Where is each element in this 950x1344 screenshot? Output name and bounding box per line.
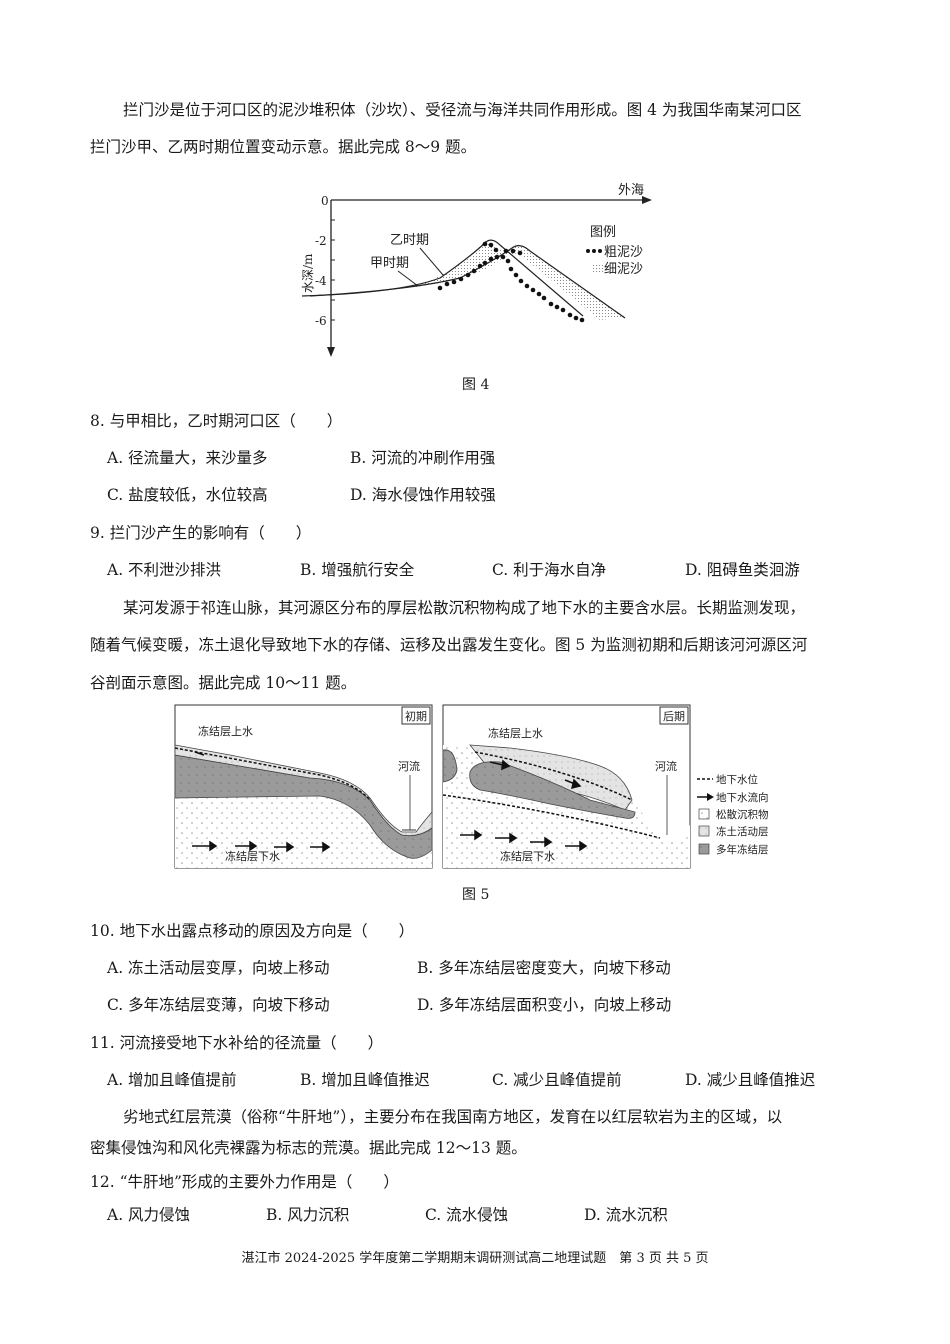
q12-option-a: A. 风力侵蚀: [107, 1206, 191, 1224]
figure4-caption: 图 4: [462, 377, 490, 393]
q9-option-a: A. 不利泄沙排洪: [107, 561, 222, 579]
legend-loose-sediment: 松散沉积物: [716, 808, 769, 821]
q10-option-d: D. 多年冻结层面积变小，向坡上移动: [417, 996, 672, 1014]
figure5-caption: 图 5: [462, 887, 490, 903]
y-axis-label: 水深/m: [301, 253, 315, 293]
q8-stem: 8. 与甲相比，乙时期河口区（ ）: [90, 412, 343, 430]
legend-active-layer: 冻土活动层: [716, 825, 769, 838]
q9-option-c: C. 利于海水自净: [492, 561, 607, 579]
page-footer: 湛江市 2024-2025 学年度第二学期期末调研测试高二地理试题 第 3 页 …: [241, 1251, 709, 1266]
q8-option-b: B. 河流的冲刷作用强: [350, 449, 496, 467]
q11-option-c: C. 减少且峰值提前: [492, 1071, 622, 1089]
q12-option-b: B. 风力沉积: [266, 1206, 350, 1224]
figure-4-chart: 外海 0 -2 -4 -6 水深/m 乙时期 甲时期 图例 粗泥沙 细泥沙: [301, 183, 652, 357]
legend-water-table: 地下水位: [716, 773, 758, 786]
legend-fine-icon: [591, 263, 603, 273]
legend-coarse-icon: [586, 249, 602, 253]
label-jia-period: 甲时期: [370, 256, 409, 271]
q12-option-c: C. 流水侵蚀: [425, 1206, 509, 1224]
curve-jia: [309, 245, 626, 319]
q8-option-d: D. 海水侵蚀作用较强: [350, 486, 496, 504]
panel-later: 后期 冻结层上水 河流 冻结层下水: [442, 704, 691, 869]
legend-fine: 细泥沙: [604, 262, 643, 277]
legend-title: 图例: [590, 225, 616, 240]
q11-option-b: B. 增加且峰值推迟: [300, 1071, 430, 1089]
q10-option-a: A. 冻土活动层变厚，向坡上移动: [107, 959, 330, 977]
q10-option-c: C. 多年冻结层变薄，向坡下移动: [107, 996, 330, 1014]
y-tick-2: -2: [315, 234, 327, 248]
passage2-line3: 谷剖面示意图。据此完成 10～11 题。: [90, 674, 357, 692]
passage2-line1: 某河发源于祁连山脉，其河源区分布的厚层松散沉积物构成了地下水的主要含水层。长期监…: [123, 599, 806, 617]
q8-option-a: A. 径流量大，来沙量多: [107, 449, 268, 467]
y-tick-6: -6: [315, 314, 327, 328]
figure-5-diagram: 初期 冻结层上水 河流 冻结层下水 后期 冻结层上水 河流 冻结层下水: [174, 704, 769, 869]
passage3-line1: 劣地式红层荒漠（俗称“牛肝地”），主要分布在我国南方地区，发育在以红层软岩为主的…: [123, 1108, 783, 1126]
later-upper-water-label: 冻结层上水: [488, 726, 543, 740]
q9-option-d: D. 阻碍鱼类洄游: [685, 561, 800, 579]
initial-lower-water-label: 冻结层下水: [225, 849, 280, 863]
q11-stem: 11. 河流接受地下水补给的径流量（ ）: [90, 1034, 384, 1052]
x-axis-arrow: [642, 196, 652, 204]
q8-option-c: C. 盐度较低，水位较高: [107, 486, 268, 504]
x-axis-label: 外海: [618, 183, 644, 198]
initial-upper-water-label: 冻结层上水: [198, 724, 253, 738]
label-yi-period: 乙时期: [390, 233, 429, 248]
passage2-line2: 随着气候变暖，冻土退化导致地下水的存储、运移及出露发生变化。图 5 为监测初期和…: [90, 636, 808, 654]
panel-initial: 初期 冻结层上水 河流 冻结层下水: [174, 704, 433, 869]
q10-option-b: B. 多年冻结层密度变大，向坡下移动: [417, 959, 671, 977]
later-tag: 后期: [663, 710, 685, 723]
q11-option-a: A. 增加且峰值提前: [107, 1071, 237, 1089]
passage3-line2: 密集侵蚀沟和风化壳裸露为标志的荒漠。据此完成 12～13 题。: [90, 1139, 527, 1157]
q11-option-d: D. 减少且峰值推迟: [685, 1071, 816, 1089]
legend-permafrost: 多年冻结层: [716, 843, 769, 856]
legend-flow-direction: 地下水流向: [716, 791, 769, 804]
q12-stem: 12. “牛肝地”形成的主要外力作用是（ ）: [90, 1173, 399, 1191]
fine-sand-area: [410, 240, 625, 320]
passage1-line2: 拦门沙甲、乙两时期位置变动示意。据此完成 8～9 题。: [90, 138, 477, 156]
y-tick-0: 0: [321, 194, 329, 208]
q9-option-b: B. 增强航行安全: [300, 561, 415, 579]
passage1-line1: 拦门沙是位于河口区的泥沙堆积体（沙坎）、受径流与海洋共同作用形成。图 4 为我国…: [123, 101, 802, 119]
initial-river-label: 河流: [398, 759, 420, 773]
initial-tag: 初期: [405, 709, 427, 723]
q9-stem: 9. 拦门沙产生的影响有（ ）: [90, 524, 312, 542]
q10-stem: 10. 地下水出露点移动的原因及方向是（ ）: [90, 922, 415, 940]
legend-coarse: 粗泥沙: [604, 245, 643, 260]
y-tick-4: -4: [315, 274, 327, 288]
coarse-sand-dots: [437, 241, 585, 323]
later-river-label: 河流: [655, 759, 677, 773]
figure5-legend: 地下水位 地下水流向 松散沉积物 冻土活动层 多年冻结层: [697, 773, 769, 856]
later-lower-water-label: 冻结层下水: [500, 849, 555, 863]
y-axis-arrow: [327, 347, 335, 357]
q12-option-d: D. 流水沉积: [584, 1206, 668, 1224]
